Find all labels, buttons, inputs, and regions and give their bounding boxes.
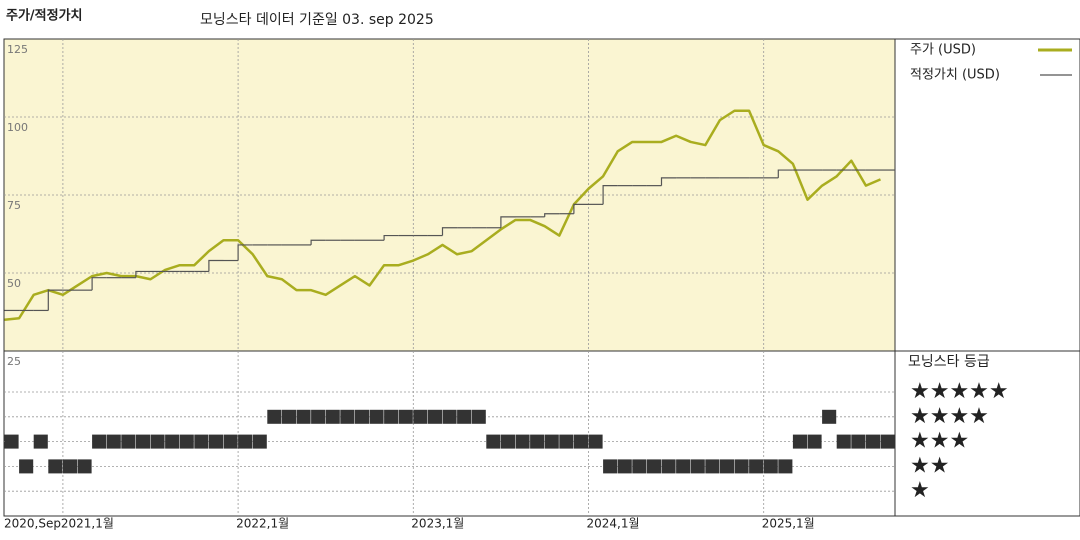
rating-bar — [121, 434, 136, 449]
rating-bar — [792, 434, 807, 449]
rating-bar — [281, 409, 296, 424]
rating-bar — [822, 409, 837, 424]
rating-bar — [617, 459, 632, 474]
fair-value-step — [544, 213, 560, 217]
rating-bar — [559, 434, 574, 449]
rating-bar — [398, 409, 413, 424]
rating-bar — [92, 434, 107, 449]
rating-label: ★★★★ — [910, 404, 989, 429]
rating-bar — [457, 409, 472, 424]
fair-value-step — [208, 259, 224, 272]
rating-bar — [573, 434, 588, 449]
legend-label: 주가 (USD) — [910, 43, 976, 58]
rating-bar — [179, 434, 194, 449]
frame — [3, 38, 1080, 517]
fair-value-step — [500, 216, 516, 228]
rating-bar — [354, 409, 369, 424]
rating-bar — [515, 434, 530, 449]
chart-subtitle: 모닝스타 데이터 기준일 03. sep 2025 — [200, 12, 434, 28]
rating-bar — [77, 459, 92, 474]
rating-bar — [661, 459, 676, 474]
fair-value-step — [47, 289, 63, 311]
rating-bar — [208, 434, 223, 449]
y-tick-label: 100 — [7, 121, 28, 134]
rating-bar — [471, 409, 486, 424]
rating-bar — [734, 459, 749, 474]
rating-bar — [384, 409, 399, 424]
rating-bar — [413, 409, 428, 424]
rating-bar — [340, 409, 355, 424]
rating-bar — [705, 459, 720, 474]
rating-bar — [238, 434, 253, 449]
rating-bar — [33, 434, 48, 449]
rating-bar — [48, 459, 63, 474]
rating-bar — [646, 459, 661, 474]
fair-value-step — [660, 177, 677, 186]
rating-bar — [544, 434, 559, 449]
rating-bar — [807, 434, 822, 449]
rating-label: ★★★★★ — [910, 379, 1009, 404]
x-tick-label: 2025,1월 — [762, 517, 815, 531]
rating-bar — [588, 434, 603, 449]
x-tick-label: 2024,1월 — [587, 517, 640, 531]
rating-label: ★★ — [910, 453, 949, 478]
x-tick-label: 2020,Sep — [4, 517, 61, 531]
rating-bar — [763, 459, 778, 474]
fair-value-step — [777, 169, 793, 178]
rating-bar — [369, 409, 384, 424]
y-tick-label: 125 — [7, 43, 28, 56]
rating-bar — [325, 409, 340, 424]
rating-bar — [150, 434, 165, 449]
x-tick-label: 2022,1월 — [236, 517, 289, 531]
rating-bar — [106, 434, 121, 449]
rating-bar — [311, 409, 326, 424]
fair-value-step — [310, 239, 326, 245]
rating-label: ★★★ — [910, 429, 969, 454]
rating-bar — [4, 434, 19, 449]
rating-bar — [427, 409, 442, 424]
rating-bar — [135, 434, 150, 449]
rating-bar — [252, 434, 267, 449]
rating-bar — [603, 459, 618, 474]
fair-value-step — [573, 203, 589, 214]
rating-bar — [267, 409, 282, 424]
rating-bar — [223, 434, 238, 449]
fair-value-step — [91, 277, 107, 291]
rating-bar — [778, 459, 793, 474]
rating-bar — [486, 434, 501, 449]
rating-bar — [296, 409, 311, 424]
rating-bar — [442, 409, 457, 424]
rating-bar — [500, 434, 515, 449]
price-line — [4, 109, 881, 322]
fair-value-step — [383, 234, 399, 241]
y-tick-label: 50 — [7, 277, 21, 290]
rating-bar — [632, 459, 647, 474]
y-tick-label: 75 — [7, 199, 21, 212]
rating-bar — [851, 434, 866, 449]
x-tick-label: 2023,1월 — [411, 517, 464, 531]
rating-bar — [749, 459, 764, 474]
rating-bar — [865, 434, 880, 449]
fair-value-step — [602, 185, 618, 205]
fair-value-step — [135, 270, 151, 278]
rating-bar — [719, 459, 734, 474]
rating-bar — [530, 434, 545, 449]
rating-bar — [165, 434, 180, 449]
fair-value-step — [237, 244, 253, 261]
rating-bar — [62, 459, 77, 474]
rating-bar — [194, 434, 209, 449]
rating-bar — [690, 459, 705, 474]
rating-bar — [19, 459, 34, 474]
x-tick-label: 2021,1월 — [61, 517, 114, 531]
rating-bar — [880, 434, 895, 449]
chart-title: 주가/적정가치 — [6, 8, 83, 24]
rating-label: ★ — [910, 478, 930, 503]
y-tick-label: 25 — [7, 355, 21, 368]
rating-title: 모닝스타 등급 — [908, 354, 990, 370]
rating-bar — [676, 459, 691, 474]
legend-label: 적정가치 (USD) — [910, 68, 1000, 83]
fair-value-step — [441, 227, 458, 236]
rating-bar — [836, 434, 851, 449]
